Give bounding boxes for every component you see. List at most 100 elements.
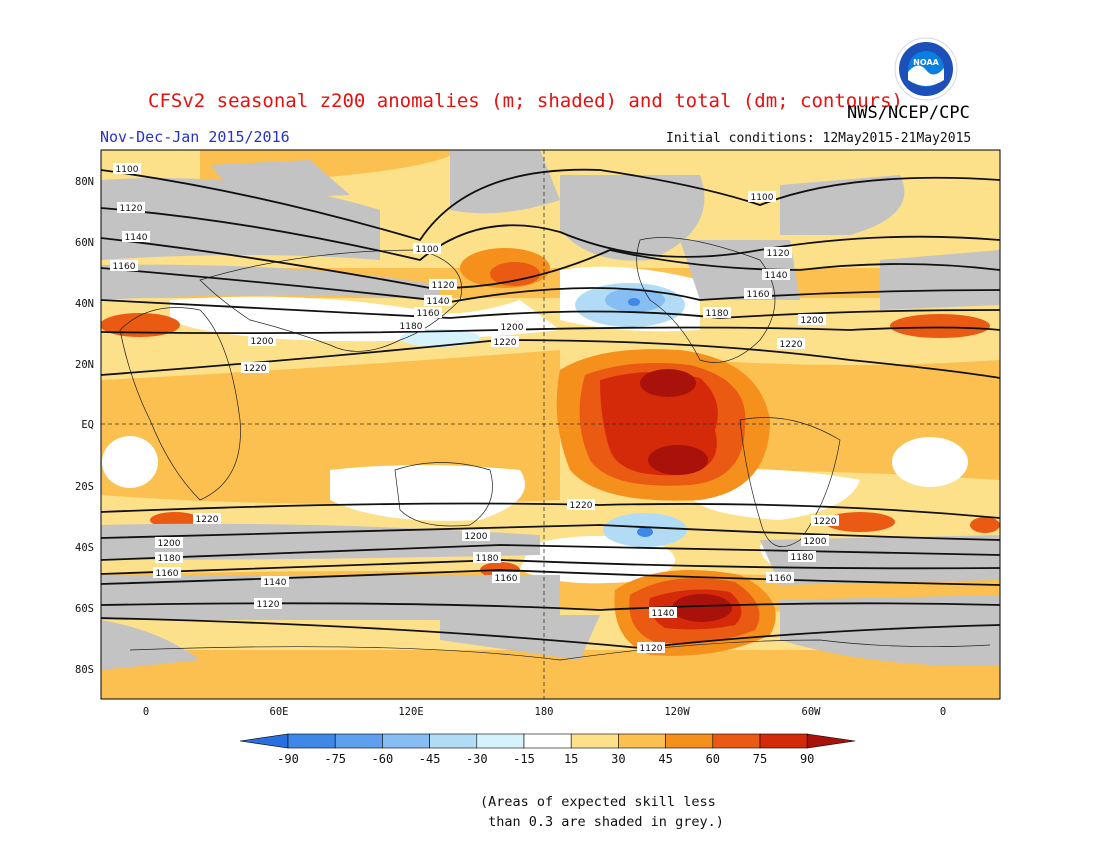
contour-label: 1120 bbox=[767, 249, 790, 259]
colorbar-tick-label: -45 bbox=[418, 752, 441, 766]
contour-label: 1120 bbox=[257, 600, 280, 610]
contour-label-bg bbox=[462, 530, 490, 541]
colorbar-tick-label: 45 bbox=[658, 752, 673, 766]
colorbar-tick-label: 30 bbox=[611, 752, 626, 766]
contour-label: 1220 bbox=[196, 515, 219, 525]
contour-label-bg bbox=[788, 551, 816, 562]
contour-label-bg bbox=[498, 321, 526, 332]
contour-label-bg bbox=[397, 320, 425, 331]
colorbar-swatch bbox=[665, 733, 714, 749]
contour-label: 1160 bbox=[747, 290, 770, 300]
contour-label: 1220 bbox=[244, 364, 267, 374]
contour-label-bg bbox=[567, 499, 595, 510]
contour-label-bg bbox=[801, 535, 829, 546]
contour-label-bg bbox=[122, 231, 150, 242]
contour-label-bg bbox=[811, 515, 839, 526]
colorbar-tick-label: -60 bbox=[371, 752, 394, 766]
colorbar-tick-label: 75 bbox=[752, 752, 768, 766]
colorbar-swatch bbox=[759, 733, 808, 749]
contour-label: 1120 bbox=[640, 644, 663, 654]
contour-label: 1160 bbox=[417, 309, 440, 319]
lon-label: 120E bbox=[398, 706, 424, 718]
contour-label: 1200 bbox=[251, 337, 274, 347]
contour-label-bg bbox=[703, 307, 731, 318]
colorbar-tick-label: -30 bbox=[465, 752, 488, 766]
lon-label: 60W bbox=[801, 706, 821, 718]
lon-label: 0 bbox=[939, 706, 947, 718]
contour-label-bg bbox=[241, 362, 269, 373]
contour-label-bg bbox=[492, 572, 520, 583]
contour-label-bg bbox=[748, 191, 776, 202]
contour-label-bg bbox=[637, 642, 665, 653]
contour-labels: 1100 1120 1140 1160 1100 1120 1140 1160 1180 1200… bbox=[110, 163, 839, 654]
contour-label: 1180 bbox=[791, 553, 814, 563]
chart-title: CFSv2 seasonal z200 anomalies (m; shaded… bbox=[148, 90, 903, 112]
contour-label-bg bbox=[762, 269, 790, 280]
contour-label-bg bbox=[155, 537, 183, 548]
contour-label-bg bbox=[153, 567, 181, 578]
lat-label: 20N bbox=[75, 359, 94, 371]
colorbar-tick-label: -15 bbox=[513, 752, 535, 766]
lat-label: 60N bbox=[75, 237, 94, 249]
contour-label-bg bbox=[764, 247, 792, 258]
lon-label: 120W bbox=[664, 706, 690, 718]
contour-label-bg bbox=[248, 335, 276, 346]
colorbar-swatch bbox=[334, 733, 383, 749]
colorbar-tick-label: 90 bbox=[799, 752, 815, 766]
contour-label-bg bbox=[744, 288, 772, 299]
contour-label: 1200 bbox=[465, 532, 488, 542]
contour-label-bg bbox=[413, 243, 441, 254]
contour-label-bg bbox=[414, 307, 442, 318]
initial-conditions-label: Initial conditions: 12May2015-21May2015 bbox=[666, 131, 972, 146]
contour-label: 1220 bbox=[494, 338, 517, 348]
contour-label: 1120 bbox=[432, 281, 455, 291]
colorbar-tick-label: 15 bbox=[563, 752, 579, 766]
contour-label: 1200 bbox=[804, 537, 827, 547]
colorbar-arrow-high bbox=[806, 733, 856, 749]
lat-label: 60S bbox=[75, 603, 94, 615]
contour-label-bg bbox=[798, 314, 826, 325]
colorbar-tick-label: -75 bbox=[324, 752, 347, 766]
contour-label-bg bbox=[261, 576, 289, 587]
lat-label: 80S bbox=[75, 664, 94, 676]
contour-label: 1180 bbox=[400, 322, 423, 332]
colorbar-tick-label: 60 bbox=[705, 752, 721, 766]
colorbar-swatch bbox=[476, 733, 525, 749]
colorbar-swatch bbox=[429, 733, 478, 749]
contour-label: 1140 bbox=[765, 271, 788, 281]
contour-label-bg bbox=[155, 552, 183, 563]
contour-label: 1100 bbox=[751, 193, 774, 203]
contour-label: 1100 bbox=[416, 245, 439, 255]
colorbar bbox=[239, 733, 856, 749]
season-label: Nov-Dec-Jan 2015/2016 bbox=[100, 128, 290, 146]
contour-label: 1160 bbox=[495, 574, 518, 584]
contour-label-bg bbox=[117, 202, 145, 213]
logo-text: NOAA bbox=[913, 58, 939, 67]
contour-label-bg bbox=[424, 295, 452, 306]
contour-label-bg bbox=[473, 552, 501, 563]
noaa-logo: NOAA bbox=[894, 37, 958, 101]
contour-label-bg bbox=[193, 513, 221, 524]
contour-label: 1140 bbox=[264, 578, 287, 588]
contour-label: 1140 bbox=[652, 609, 675, 619]
lat-label: EQ bbox=[81, 419, 94, 431]
colorbar-swatch bbox=[712, 733, 761, 749]
contour-label-bg bbox=[491, 336, 519, 347]
contour-label: 1120 bbox=[120, 204, 143, 214]
contour-label: 1220 bbox=[814, 517, 837, 527]
lat-label: 80N bbox=[75, 176, 94, 188]
contour-label: 1200 bbox=[501, 323, 524, 333]
contour-label: 1160 bbox=[113, 262, 136, 272]
lat-label: 40N bbox=[75, 298, 94, 310]
colorbar-swatch bbox=[618, 733, 666, 749]
contour-label: 1140 bbox=[125, 233, 148, 243]
contour-label-bg bbox=[254, 598, 282, 609]
colorbar-swatch bbox=[287, 733, 336, 749]
contour-label: 1140 bbox=[427, 297, 450, 307]
contour-label-bg bbox=[429, 279, 457, 290]
contour-label: 1200 bbox=[801, 316, 824, 326]
organization-label: NWS/NCEP/CPC bbox=[847, 103, 970, 123]
contour-label-bg bbox=[766, 572, 794, 583]
contour-label: 1220 bbox=[780, 340, 803, 350]
